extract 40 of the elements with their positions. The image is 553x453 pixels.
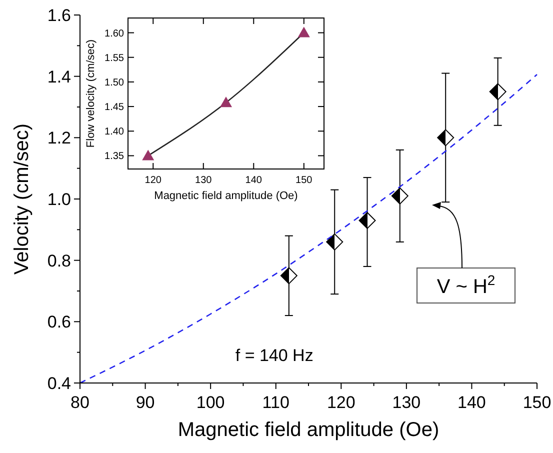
x-tick-label: 110 [262,393,290,412]
point [391,187,408,204]
y-tick-label: 1.6 [47,6,71,25]
x-tick-label: 90 [136,393,155,412]
y-tick-label: 0.6 [47,312,71,332]
point [326,233,344,250]
point [489,83,506,100]
y-tick-label: 1.55 [104,52,124,64]
x-tick-label: 140 [458,393,486,412]
y-tick-label: 1.4 [47,67,71,86]
y-tick-label: 0.8 [47,251,71,270]
y-tick-label: 1.2 [47,128,71,148]
y-tick-label: 1.35 [104,151,124,162]
x-tick-label: 100 [196,393,225,412]
x-tick-label: 130 [392,393,421,412]
point [280,267,298,284]
x-tick-label: 150 [522,393,552,412]
x-axis-title: Magnetic field amplitude (Oe) [178,419,440,441]
point [358,212,376,229]
y-tick-label: 1.0 [47,190,71,209]
x-tick-label: 120 [144,175,162,186]
x-tick-label: 120 [326,393,356,412]
point [142,150,154,160]
y-tick-label: 1.45 [104,102,124,114]
point [298,26,310,38]
y-tick-label: 0.4 [47,374,71,393]
point [220,96,232,108]
x-tick-label: 130 [195,175,212,186]
x-tick-label: 80 [70,393,90,412]
x-axis-title: Magnetic field amplitude (Oe) [154,190,298,202]
point [437,129,454,146]
y-axis-title: Flow velocity (cm/sec) [85,39,97,148]
annotation: f = 140 Hz [235,346,314,365]
y-axis-title: Velocity (cm/sec) [11,123,33,275]
y-tick-label: 1.60 [104,28,124,40]
x-tick-label: 140 [245,175,262,186]
y-tick-label: 1.40 [104,126,124,138]
y-tick-label: 1.50 [104,77,124,88]
x-tick-label: 150 [296,175,313,186]
annotation: V ~ H$^{2}$ [436,272,496,298]
